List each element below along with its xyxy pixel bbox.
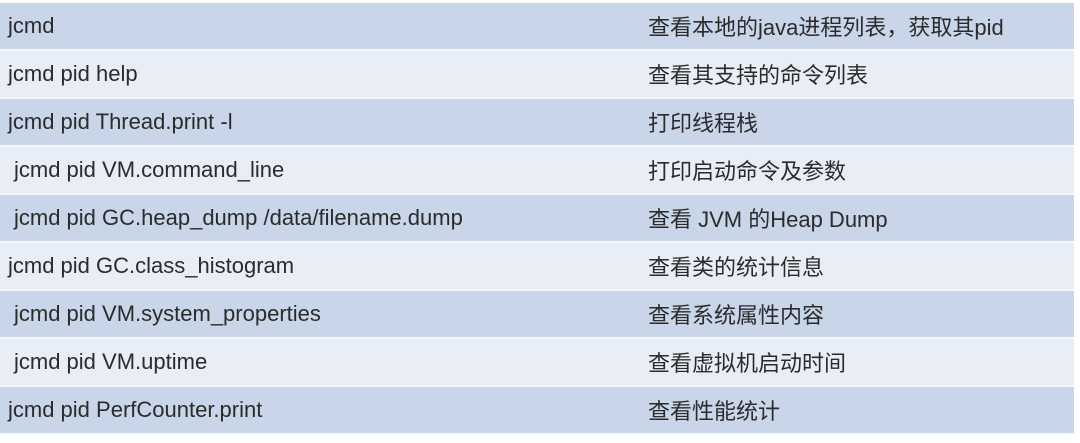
command-cell: jcmd pid GC.class_histogram [8, 253, 295, 278]
description-cell: 查看性能统计 [648, 399, 781, 424]
table-row: jcmd pid PerfCounter.print 查看性能统计 [0, 387, 1074, 435]
command-cell: jcmd pid VM.system_properties [14, 301, 321, 326]
table-row: jcmd pid GC.heap_dump /data/filename.dum… [0, 195, 1074, 243]
command-cell: jcmd pid GC.heap_dump /data/filename.dum… [14, 205, 463, 230]
table-row: jcmd pid VM.uptime 查看虚拟机启动时间 [0, 339, 1074, 387]
description-cell: 查看虚拟机启动时间 [648, 351, 847, 376]
description-cell: 查看其支持的命令列表 [648, 63, 869, 88]
description-cell: 查看本地的java进程列表，获取其pid [648, 15, 1004, 40]
command-cell: jcmd pid PerfCounter.print [8, 397, 263, 422]
table-row: jcmd pid Thread.print -l 打印线程栈 [0, 99, 1074, 147]
description-cell: 查看类的统计信息 [648, 255, 825, 280]
description-cell: 打印线程栈 [648, 111, 759, 136]
description-cell: 查看 JVM 的Heap Dump [648, 207, 888, 232]
table-row: jcmd pid VM.command_line 打印启动命令及参数 [0, 147, 1074, 195]
command-cell: jcmd pid VM.command_line [14, 157, 285, 182]
command-cell: jcmd pid help [8, 61, 138, 86]
description-cell: 查看系统属性内容 [648, 303, 825, 328]
table-row: jcmd 查看本地的java进程列表，获取其pid [0, 3, 1074, 51]
table-row: jcmd pid GC.class_histogram 查看类的统计信息 [0, 243, 1074, 291]
jcmd-command-table: jcmd 查看本地的java进程列表，获取其pid jcmd pid help … [0, 3, 1074, 435]
command-cell: jcmd pid Thread.print -l [8, 109, 233, 134]
command-cell: jcmd pid VM.uptime [14, 349, 208, 374]
description-cell: 打印启动命令及参数 [648, 159, 847, 184]
table-row: jcmd pid help 查看其支持的命令列表 [0, 51, 1074, 99]
table-row: jcmd pid VM.system_properties 查看系统属性内容 [0, 291, 1074, 339]
command-cell: jcmd [8, 13, 55, 38]
